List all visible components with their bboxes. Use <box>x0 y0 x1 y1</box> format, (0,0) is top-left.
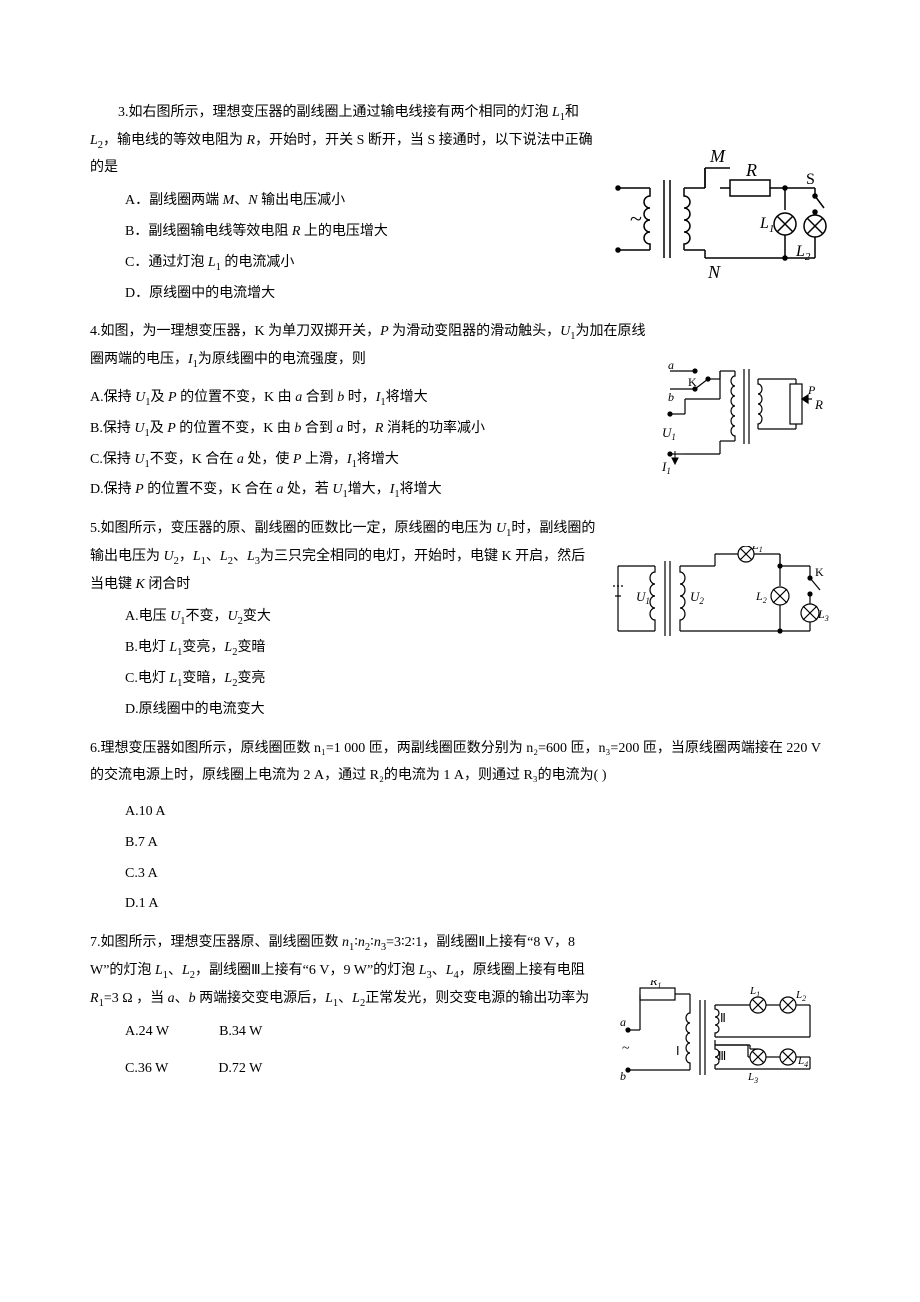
q7-figure: R1 a b Ⅰ Ⅱ Ⅲ L1 L2 L3 L4 ~ <box>620 980 830 1100</box>
svg-text:a: a <box>668 359 674 372</box>
svg-text:a: a <box>620 1015 626 1029</box>
q7-option-c: C.36 W <box>125 1056 168 1083</box>
q6-option-c: C.3 A <box>125 859 830 890</box>
svg-text:L1: L1 <box>749 985 760 999</box>
svg-text:I1: I1 <box>661 459 671 476</box>
svg-text:~: ~ <box>630 206 642 231</box>
q6-option-b: B.7 A <box>125 828 830 859</box>
q5-figure: U1 U2 L1 L2 L3 K <box>610 546 830 656</box>
svg-text:U2: U2 <box>690 589 704 606</box>
svg-text:K: K <box>815 565 824 579</box>
q7-option-d: D.72 W <box>218 1056 262 1083</box>
svg-text:K: K <box>688 375 697 389</box>
svg-text:L3: L3 <box>817 607 829 623</box>
q5-option-d: D.原线圈中的电流变大 <box>125 695 830 726</box>
svg-text:U1: U1 <box>662 425 676 442</box>
q4-figure: a b K U1 I1 P R <box>660 359 830 479</box>
q6-stem: 6.理想变压器如图所示，原线圈匝数 n₁=1 000 匝，两副线圈匝数分别为 n… <box>90 736 830 789</box>
svg-text:Ⅰ: Ⅰ <box>676 1044 680 1058</box>
svg-text:R: R <box>814 397 823 412</box>
svg-text:Ⅲ: Ⅲ <box>718 1049 726 1063</box>
q6-option-a: A.10 A <box>125 797 830 828</box>
q7-option-a: A.24 W <box>125 1019 169 1046</box>
svg-text:L2: L2 <box>755 589 767 605</box>
q6-options: A.10 A B.7 A C.3 A D.1 A <box>125 797 830 920</box>
svg-text:Ⅱ: Ⅱ <box>720 1011 726 1025</box>
svg-text:L2: L2 <box>795 989 806 1003</box>
question-4: a b K U1 I1 P R 4.如图，为一理想变压器，K 为单刀双掷开关，P… <box>90 319 830 506</box>
svg-text:U1: U1 <box>636 589 650 606</box>
svg-text:b: b <box>668 390 674 404</box>
fig-label-n: N <box>707 262 721 282</box>
fig-label-r: R <box>745 160 757 180</box>
svg-text:L1: L1 <box>759 215 774 235</box>
q3-figure: ~ <box>610 140 830 290</box>
fig-label-s: S <box>806 171 815 188</box>
svg-text:~: ~ <box>622 1041 630 1056</box>
q4-option-d: D.保持 P 的位置不变，K 合在 a 处，若 U1增大，I1将增大 <box>90 475 830 506</box>
question-5: U1 U2 L1 L2 L3 K 5.如图所示，变压器的原、副线圈的匝数比一定，… <box>90 516 830 726</box>
svg-text:L3: L3 <box>747 1071 758 1085</box>
fig-label-m: M <box>709 146 726 166</box>
question-3: ~ <box>90 100 830 309</box>
question-7: R1 a b Ⅰ Ⅱ Ⅲ L1 L2 L3 L4 ~ 7.如图所示，理想变压器原… <box>90 930 830 1108</box>
svg-text:b: b <box>620 1069 626 1083</box>
question-6: 6.理想变压器如图所示，原线圈匝数 n₁=1 000 匝，两副线圈匝数分别为 n… <box>90 736 830 920</box>
svg-text:L1: L1 <box>751 546 763 554</box>
svg-text:L2: L2 <box>795 243 811 263</box>
q6-option-d: D.1 A <box>125 889 830 920</box>
q7-option-b: B.34 W <box>219 1019 262 1046</box>
svg-text:P: P <box>807 383 816 397</box>
q5-option-c: C.电灯 L1变暗，L2变亮 <box>125 664 830 695</box>
